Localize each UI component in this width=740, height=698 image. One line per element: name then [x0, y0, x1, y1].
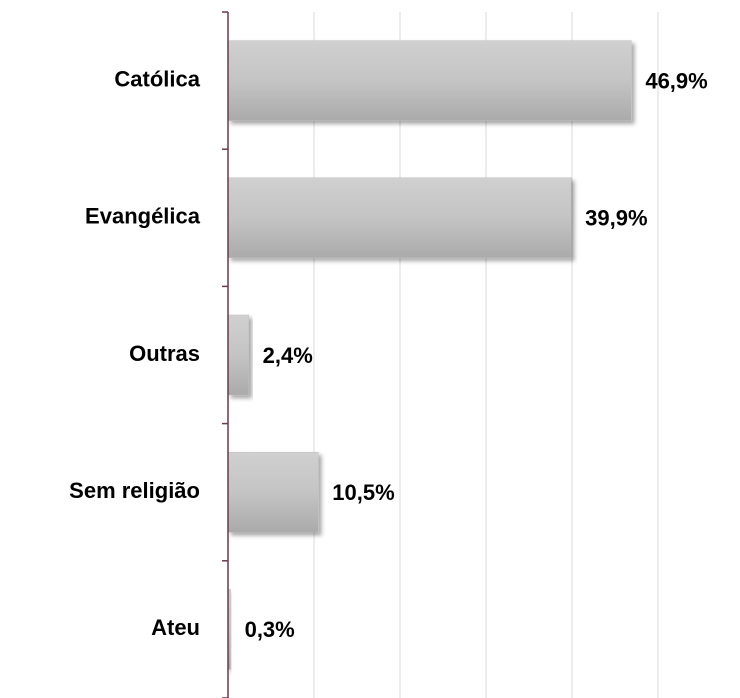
y-tick-label: Ateu — [151, 615, 200, 640]
bar — [227, 40, 632, 121]
y-tick-label: Outras — [129, 341, 200, 366]
bar — [227, 314, 249, 396]
bar — [227, 451, 319, 533]
y-tick-label: Católica — [114, 66, 200, 91]
data-label: 39,9% — [585, 206, 647, 231]
y-tick-label: Evangélica — [85, 204, 201, 229]
data-label: 0,3% — [245, 617, 295, 642]
data-label: 46,9% — [645, 68, 707, 93]
data-label: 2,4% — [263, 343, 313, 368]
bar — [227, 177, 572, 259]
data-label: 10,5% — [332, 480, 394, 505]
y-tick-label: Sem religião — [69, 478, 200, 503]
